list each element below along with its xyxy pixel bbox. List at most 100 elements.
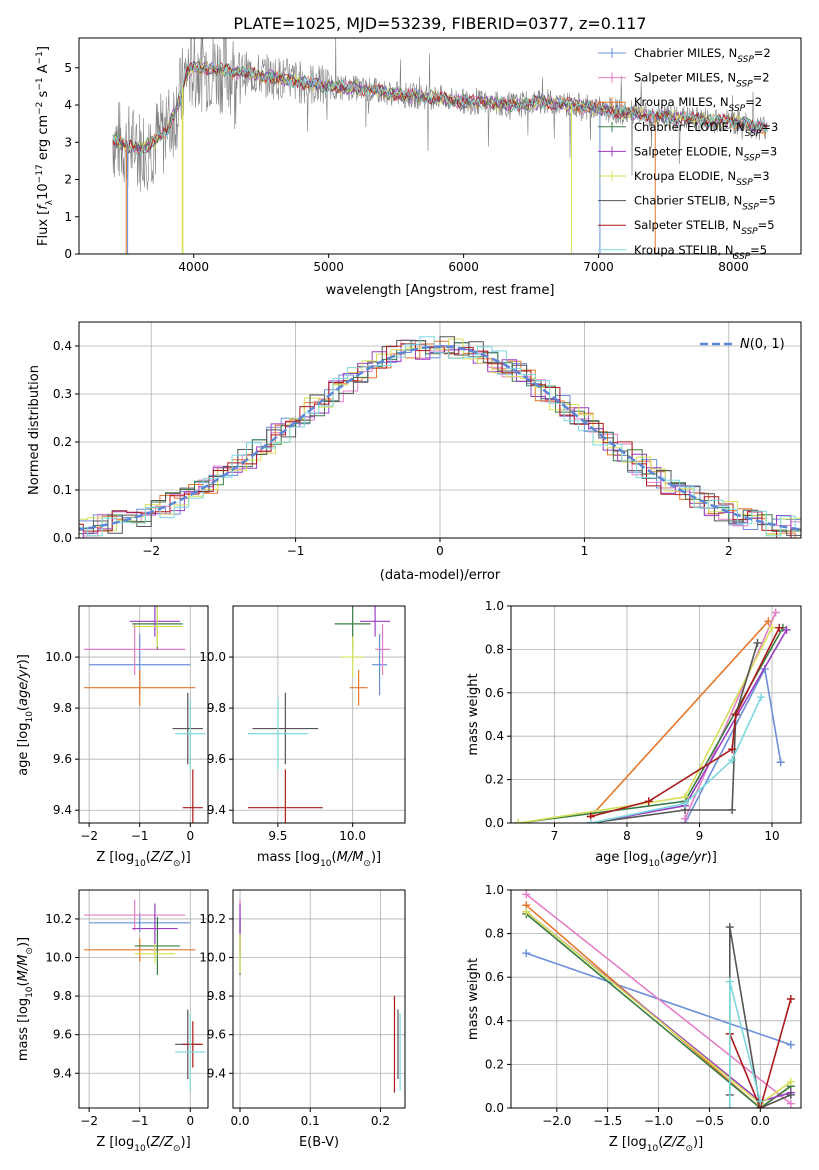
histogram-chabrier_stelib xyxy=(79,336,801,536)
marker-kroupa_stelib xyxy=(586,819,595,823)
marker-chabrier_miles xyxy=(522,949,531,958)
marker-salpeter_stelib xyxy=(775,623,784,632)
marker-salpeter_miles xyxy=(786,1099,795,1108)
y-tick-label: 3 xyxy=(64,135,72,149)
x-tick-label: 0.0 xyxy=(230,1114,249,1128)
x-tick-label: 0 xyxy=(436,544,444,558)
x-tick-label: 8000 xyxy=(718,260,749,274)
y-tick-label: 2 xyxy=(64,173,72,187)
y-tick-label: 0.1 xyxy=(53,483,72,497)
y-tick-label: 0.2 xyxy=(485,1057,504,1071)
marker-kroupa_elodie xyxy=(522,907,531,916)
x-tick-label: 5000 xyxy=(313,260,344,274)
y-tick-label: 9.8 xyxy=(207,701,226,715)
y-tick-label: 1.0 xyxy=(485,599,504,613)
histogram-salpeter_stelib xyxy=(79,343,801,538)
marker-chabrier_miles xyxy=(786,1040,795,1049)
axes-frame xyxy=(510,605,802,824)
y-tick-label: 0.0 xyxy=(53,531,72,545)
y-tick-label: 0.6 xyxy=(485,686,504,700)
plot-area xyxy=(84,899,206,1091)
y-tick-label: 9.6 xyxy=(53,752,72,766)
y-tick-label: 1.0 xyxy=(485,883,504,897)
marker-chabrier_stelib xyxy=(728,805,737,814)
x-tick-label: 9 xyxy=(696,829,704,843)
x-tick-label: −1 xyxy=(287,544,305,558)
legend-entry-kroupa_stelib: Kroupa STELIB, NSSP=5 xyxy=(634,243,767,262)
axes-frame xyxy=(78,605,209,824)
x-axis-label: mass [log10(M/M⊙)] xyxy=(257,850,381,869)
marker-kroupa_stelib xyxy=(725,977,734,986)
marker-kroupa_elodie xyxy=(768,623,776,632)
marker-kroupa_stelib xyxy=(725,1104,734,1108)
panel-age-vs-mass: 9.5 10.0 9.4 9.6 9.8 10.0 mass [log10(M/M⊙)] xyxy=(199,605,406,869)
legend-entry-chabrier_miles: Chabrier MILES, NSSP=2 xyxy=(634,46,771,65)
plot-area xyxy=(79,336,801,538)
y-axis-label: mass weight xyxy=(466,673,481,755)
legend: Chabrier MILES, NSSP=2 Salpeter MILES, NS… xyxy=(598,46,778,262)
marker-salpeter_stelib xyxy=(786,995,795,1003)
x-tick-label: −0.5 xyxy=(695,1114,724,1128)
x-tick-label: −2 xyxy=(80,1114,98,1128)
x-axis-label: (data-model)/error xyxy=(380,568,501,583)
y-tick-label: 10.2 xyxy=(199,912,226,926)
legend-gauss-label: N(0, 1) xyxy=(740,337,785,352)
marker-kroupa_miles xyxy=(764,617,773,626)
y-tick-label: 9.4 xyxy=(53,803,72,817)
plot-area xyxy=(522,890,795,1108)
histogram-kroupa_stelib xyxy=(79,336,801,537)
legend-entry-chabrier_elodie: Chabrier ELODIE, NSSP=3 xyxy=(634,120,778,139)
plot-area xyxy=(247,606,391,823)
marker-chabrier_stelib xyxy=(725,923,734,932)
y-tick-label: 9.8 xyxy=(207,989,226,1003)
legend-entry-kroupa_miles: Kroupa MILES, NSSP=2 xyxy=(634,95,762,114)
axes-frame xyxy=(78,889,209,1109)
y-tick-label: 0.6 xyxy=(485,970,504,984)
y-tick-label: 10.0 xyxy=(45,650,72,664)
panel-age-vs-z: −2 −1 0 9.4 9.6 9.8 10.0 Z [log10(Z/Z⊙)] age [lo… xyxy=(16,605,209,869)
marker-salpeter_miles xyxy=(681,814,689,823)
x-axis-label: wavelength [Angstrom, rest frame] xyxy=(326,283,555,298)
y-tick-label: 0.8 xyxy=(485,927,504,941)
y-tick-label: 9.8 xyxy=(53,701,72,715)
marker-kroupa_stelib xyxy=(756,1097,765,1106)
axes-frame xyxy=(232,889,406,1109)
marker-salpeter_stelib xyxy=(644,797,653,806)
y-tick-label: 0.4 xyxy=(485,729,504,743)
x-axis-label: Z [log10(Z/Z⊙)] xyxy=(96,850,190,869)
marker-salpeter_elodie xyxy=(782,625,791,634)
x-axis-label: Z [log10(Z/Z⊙)] xyxy=(609,1135,703,1154)
y-tick-label: 0.4 xyxy=(485,1014,504,1028)
x-tick-label: 1 xyxy=(581,544,589,558)
spectrum-model-kroupa_elodie xyxy=(112,59,768,153)
x-tick-label: 0 xyxy=(186,1114,194,1128)
y-tick-label: 4 xyxy=(64,98,72,112)
panel-spectrum: 4000 5000 6000 7000 8000 0 1 2 3 4 5 wavelength [An… xyxy=(35,37,802,298)
marker-chabrier_miles xyxy=(776,758,785,767)
spectrum-model-kroupa_stelib xyxy=(112,60,768,158)
x-tick-label: −2 xyxy=(80,829,98,843)
marker-kroupa_stelib xyxy=(728,756,737,765)
axes-frame xyxy=(232,605,406,824)
y-axis-label: mass weight xyxy=(466,958,481,1040)
spectrum-model-chabrier_stelib xyxy=(112,59,768,154)
x-tick-label: 2 xyxy=(725,544,733,558)
x-tick-label: −1 xyxy=(131,1114,149,1128)
y-tick-label: 9.4 xyxy=(53,1066,72,1080)
y-tick-label: 0.0 xyxy=(485,816,504,830)
marker-kroupa_stelib xyxy=(681,799,689,808)
x-tick-label: 0.0 xyxy=(751,1114,770,1128)
x-axis-label: age [log10(age/yr)] xyxy=(595,850,717,869)
y-tick-label: 10.0 xyxy=(199,951,226,965)
marker-salpeter_stelib xyxy=(728,745,737,754)
y-tick-label: 9.4 xyxy=(207,1066,226,1080)
marker-kroupa_stelib xyxy=(757,693,766,702)
marker-chabrier_stelib xyxy=(786,1090,795,1099)
axes-frame xyxy=(510,889,802,1109)
y-tick-label: 10.2 xyxy=(45,912,72,926)
x-tick-label: 4000 xyxy=(178,260,209,274)
series-salpeter_stelib xyxy=(729,998,792,1108)
x-tick-label: −2 xyxy=(142,544,160,558)
panel-massweight-vs-age: 7 8 9 10 0.0 0.2 0.4 0.6 0.8 1.0 age [log10(age/yr… xyxy=(466,599,802,869)
